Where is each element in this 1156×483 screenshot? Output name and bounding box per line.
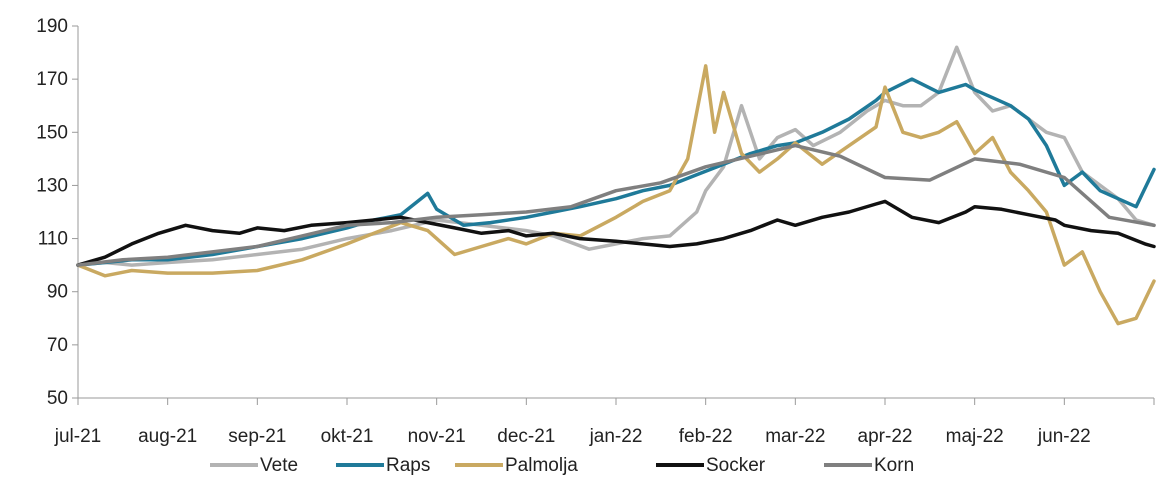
x-tick-label: sep-21 — [228, 426, 286, 447]
y-tick-label: 50 — [47, 388, 68, 409]
x-tick-label: jan-22 — [589, 426, 643, 447]
x-tick-label: mar-22 — [765, 426, 825, 447]
series-line-raps — [76, 77, 1156, 267]
x-tick-label: nov-21 — [408, 426, 466, 447]
x-tick-label: okt-21 — [321, 426, 374, 447]
y-tick-label: 190 — [36, 16, 68, 37]
y-tick-label: 110 — [38, 229, 68, 250]
x-tick-label: dec-21 — [497, 426, 555, 447]
y-tick-label: 170 — [36, 69, 68, 90]
legend-label: Palmolja — [505, 455, 578, 476]
series-line-socker — [76, 199, 1156, 267]
x-tick-label: feb-22 — [679, 426, 733, 447]
legend-label: Socker — [706, 455, 766, 476]
y-tick-label: 150 — [36, 122, 68, 143]
series-layer — [76, 45, 1156, 326]
x-tick-label: apr-22 — [858, 426, 913, 447]
series-line-palmolja — [76, 64, 1156, 326]
x-tick-label: aug-21 — [138, 426, 197, 447]
legend-label: Raps — [386, 455, 430, 476]
x-tick-label: maj-22 — [946, 426, 1004, 447]
y-tick-label: 70 — [47, 335, 68, 356]
x-tick-label: jun-22 — [1037, 426, 1091, 447]
series-line-korn — [76, 143, 1156, 267]
legend-label: Korn — [874, 455, 914, 476]
legend: Vete Raps Palmolja Socker Korn — [210, 455, 914, 476]
x-tick-label: jul-21 — [54, 426, 101, 447]
x-axis: jul-21 aug-21 sep-21 okt-21 nov-21 dec-21 jan-… — [54, 397, 1155, 447]
legend-label: Vete — [260, 455, 298, 476]
y-axis: 50 70 90 110 130 150 170 190 — [36, 16, 79, 409]
y-tick-label: 90 — [47, 282, 68, 303]
y-tick-label: 130 — [36, 175, 68, 196]
